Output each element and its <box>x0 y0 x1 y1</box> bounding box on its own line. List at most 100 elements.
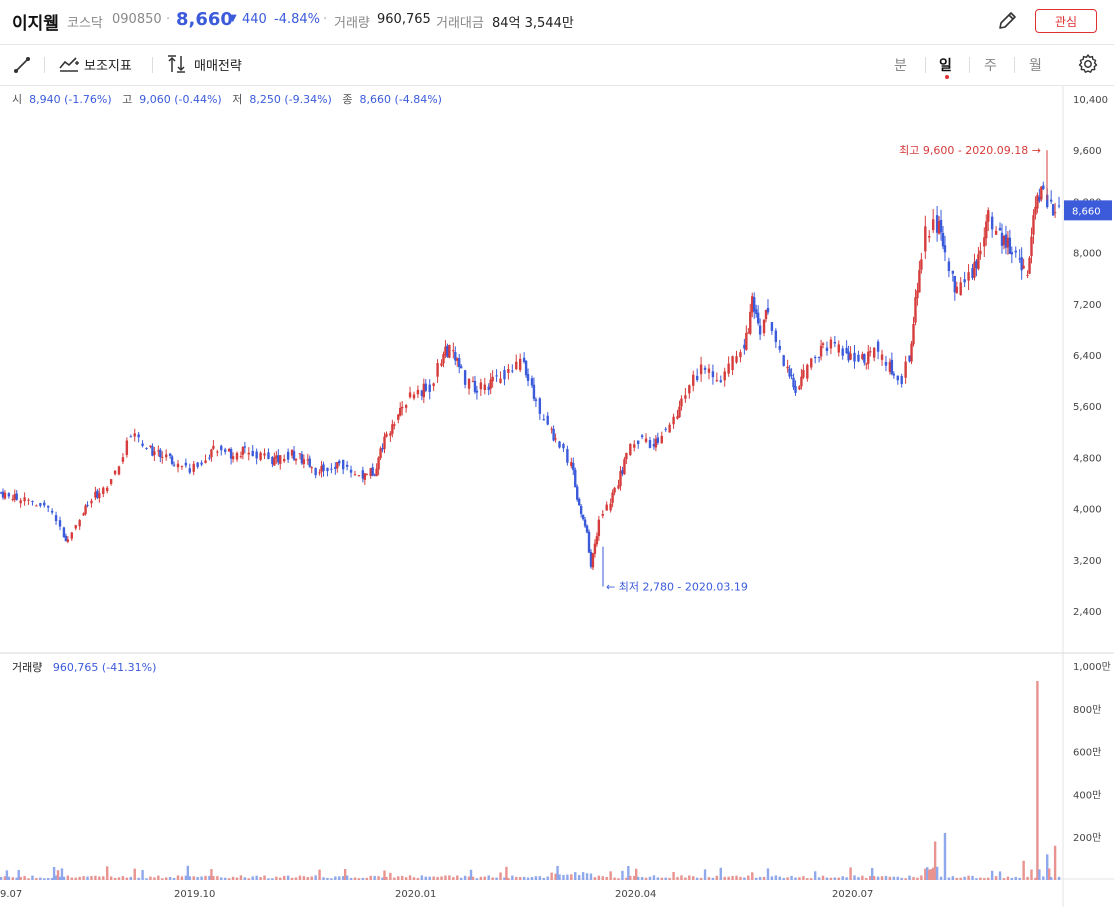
indicator-icon[interactable] <box>58 54 80 74</box>
candle-body <box>440 363 443 366</box>
period-week-tab[interactable]: 주 <box>984 58 997 74</box>
volume-bar <box>463 875 467 880</box>
volume-bar <box>56 870 60 880</box>
candle-body <box>867 351 870 364</box>
volume-bar <box>656 877 660 880</box>
volume-bar <box>70 877 73 880</box>
volume-bar <box>853 875 856 880</box>
volume-bar <box>60 868 64 880</box>
volume-bar <box>876 876 880 880</box>
volume-bar <box>865 877 868 880</box>
volume-panel-title: 거래량 960,765 (-41.31%) <box>12 659 156 675</box>
candle-body <box>121 457 125 462</box>
volume-bar <box>790 875 793 880</box>
volume-bar <box>601 876 604 880</box>
volume-bar <box>747 875 750 880</box>
volume-bar <box>570 874 573 880</box>
period-minute-tab[interactable]: 분 <box>894 58 907 74</box>
volume-bar <box>341 876 345 880</box>
candle-body <box>656 437 660 443</box>
candle-body <box>300 454 304 464</box>
volume-bar <box>1042 876 1045 880</box>
high-value: 9,060 (-0.44%) <box>139 93 222 106</box>
volume-bar <box>636 876 640 880</box>
candle-body <box>412 394 416 399</box>
volume-bar <box>884 875 888 880</box>
candle-body <box>1034 206 1037 215</box>
volume-bar <box>338 876 341 880</box>
candle-body <box>511 370 514 372</box>
candle-body <box>1040 186 1043 200</box>
volume-bar <box>617 878 620 880</box>
volume-bar <box>758 876 762 880</box>
volume-bar <box>695 877 699 880</box>
volume-bar <box>644 877 648 880</box>
volume-bar <box>833 877 837 880</box>
volume-bar <box>172 877 176 880</box>
period-day-tab[interactable]: 일 <box>939 58 952 74</box>
pencil-icon[interactable] <box>996 10 1018 32</box>
candle-body <box>422 383 426 398</box>
volume-bar <box>609 871 612 880</box>
volume-bars <box>0 680 1061 880</box>
candle-body <box>247 452 250 455</box>
candle-body <box>1014 250 1017 253</box>
candle-body <box>373 474 376 476</box>
candle-body <box>314 468 317 476</box>
volume-bar <box>770 876 774 880</box>
candle-body <box>216 451 219 453</box>
volume-bar <box>652 875 656 880</box>
period-month-tab[interactable]: 월 <box>1029 58 1042 74</box>
candle-body <box>985 221 988 239</box>
volume-bar <box>129 876 132 880</box>
candle-body <box>137 434 140 438</box>
volume-bar <box>58 876 62 880</box>
candle-body <box>338 460 341 464</box>
indicator-button-label[interactable]: 보조지표 <box>84 59 132 74</box>
watchlist-button[interactable]: 관심 <box>1035 9 1097 33</box>
candle-body <box>857 354 860 362</box>
volume-bar <box>43 878 46 880</box>
candle-body <box>271 456 274 465</box>
toolbar-divider <box>44 57 45 73</box>
candle-body <box>503 370 506 380</box>
volume-bar <box>926 867 929 880</box>
volume-bar <box>369 875 372 880</box>
candle-body <box>609 503 612 511</box>
candle-body <box>576 486 579 500</box>
candle-body <box>947 261 951 272</box>
drawing-tool-icon[interactable] <box>12 55 32 75</box>
volume-bar <box>806 878 809 880</box>
candle-body <box>345 464 349 467</box>
volume-bar <box>349 877 353 880</box>
candle-body <box>953 275 957 293</box>
candle-body <box>454 352 457 361</box>
chart-toolbar <box>0 45 1114 86</box>
stock-chart[interactable]: 10,4009,6008,8008,0007,2006,4005,6004,80… <box>0 85 1114 907</box>
volume-bar <box>448 875 451 880</box>
candle-body <box>286 451 290 460</box>
trading-strategy-icon[interactable] <box>166 54 188 74</box>
candle-body <box>489 379 492 389</box>
volume-tick-label: 1,000만 <box>1073 661 1111 673</box>
strategy-button-label[interactable]: 매매전략 <box>194 59 242 74</box>
candle-body <box>1051 204 1055 216</box>
candle-body <box>479 382 483 390</box>
candle-body <box>1022 265 1025 269</box>
candle-body <box>813 357 817 359</box>
candle-body <box>308 458 311 467</box>
volume-bar <box>247 878 250 880</box>
gear-icon[interactable] <box>1077 53 1099 75</box>
candle-body <box>619 471 622 487</box>
candle-body <box>239 456 243 458</box>
active-period-indicator <box>945 75 949 79</box>
candle-body <box>320 465 323 472</box>
volume-bar <box>1026 876 1029 880</box>
low-label: 저 <box>232 93 243 106</box>
candle-body <box>735 356 738 363</box>
candle-body <box>322 464 325 471</box>
candle-body <box>869 351 872 353</box>
candle-body <box>302 459 306 465</box>
candle-body <box>865 363 868 365</box>
volume-bar <box>518 877 522 880</box>
